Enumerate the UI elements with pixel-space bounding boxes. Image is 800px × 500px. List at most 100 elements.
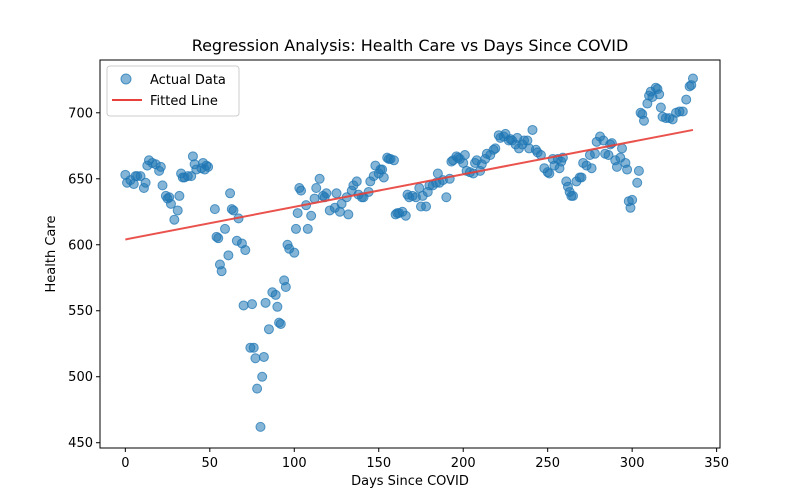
data-point [638, 115, 649, 126]
data-point [292, 208, 303, 219]
data-point [220, 223, 231, 234]
data-point [203, 161, 214, 172]
data-point [280, 281, 291, 292]
legend-label-actual: Actual Data [150, 73, 226, 88]
data-point [622, 164, 633, 175]
data-point [247, 299, 258, 310]
data-point [252, 383, 263, 394]
x-tick-label: 250 [535, 456, 560, 471]
data-point [655, 102, 666, 113]
data-point [378, 172, 389, 183]
data-point [336, 198, 347, 209]
data-point [157, 180, 168, 191]
data-point [311, 183, 322, 194]
legend-box [106, 65, 240, 117]
data-point [633, 165, 644, 176]
data-point [238, 300, 249, 311]
data-point [270, 289, 281, 300]
data-point [527, 124, 538, 135]
data-point [432, 168, 443, 179]
x-axis-label: Days Since COVID [351, 474, 469, 489]
data-point [331, 188, 342, 199]
data-point [490, 143, 501, 154]
data-point [240, 245, 251, 256]
data-point [351, 176, 362, 187]
data-point [306, 210, 317, 221]
data-point [174, 190, 185, 201]
legend-scatter-marker [120, 73, 132, 85]
data-point [248, 342, 259, 353]
data-point [216, 266, 227, 277]
data-point [213, 233, 224, 244]
data-point [321, 188, 332, 199]
data-point [250, 353, 261, 364]
data-point [632, 177, 643, 188]
data-point [343, 209, 354, 220]
data-point [209, 204, 220, 215]
x-tick-label: 300 [620, 456, 645, 471]
data-point [586, 163, 597, 174]
data-point [275, 318, 286, 329]
data-point [421, 201, 432, 212]
y-tick-label: 600 [68, 238, 93, 253]
data-point [611, 161, 622, 172]
data-point [576, 172, 587, 183]
data-point [388, 155, 399, 166]
x-tick-label: 50 [202, 456, 219, 471]
x-tick-label: 100 [282, 456, 307, 471]
data-point [654, 89, 665, 100]
data-point [441, 192, 452, 203]
data-point [135, 171, 146, 182]
data-point [165, 198, 176, 209]
plot-area [120, 73, 698, 432]
x-tick-label: 0 [121, 456, 129, 471]
data-point [296, 185, 307, 196]
plot-frame [99, 59, 721, 449]
data-point [544, 168, 555, 179]
data-point [258, 351, 269, 362]
legend: Actual Data Fitted Line [106, 65, 240, 117]
data-point [155, 161, 166, 172]
data-point [223, 250, 234, 261]
data-point [225, 188, 236, 199]
data-point [260, 297, 271, 308]
x-tick-label: 200 [451, 456, 476, 471]
y-tick-label: 450 [68, 436, 93, 451]
chart-title: Regression Analysis: Health Care vs Days… [192, 36, 629, 55]
data-point [263, 324, 274, 335]
y-tick-label: 700 [68, 106, 93, 121]
x-tick-label: 350 [704, 456, 729, 471]
data-point [603, 150, 614, 161]
fitted-line [125, 128, 694, 241]
data-point [568, 190, 579, 201]
data-point [681, 94, 692, 105]
y-tick-label: 550 [68, 304, 93, 319]
data-point [140, 177, 151, 188]
data-point [677, 106, 688, 117]
data-point [302, 223, 313, 234]
fitted-line-layer [125, 128, 694, 241]
y-axis-ticks: 450 500 550 600 650 700 [68, 106, 100, 451]
data-point [169, 214, 180, 225]
data-point [627, 194, 638, 205]
y-axis-label: Health Care [44, 216, 59, 293]
data-point [257, 371, 268, 382]
y-tick-label: 650 [68, 172, 93, 187]
data-point [290, 223, 301, 234]
x-tick-label: 150 [366, 456, 391, 471]
data-point [617, 143, 628, 154]
y-tick-label: 500 [68, 370, 93, 385]
data-point [172, 205, 183, 216]
x-axis-ticks: 0 50 100 150 200 250 300 350 [121, 448, 729, 471]
data-point [186, 171, 197, 182]
scatter-points [120, 73, 698, 432]
data-point [272, 301, 283, 312]
data-point [459, 150, 470, 161]
data-point [687, 73, 698, 84]
data-point [255, 421, 266, 432]
data-point [400, 210, 411, 221]
data-point [589, 148, 600, 159]
data-point [289, 247, 300, 258]
legend-label-fitted: Fitted Line [150, 94, 218, 109]
